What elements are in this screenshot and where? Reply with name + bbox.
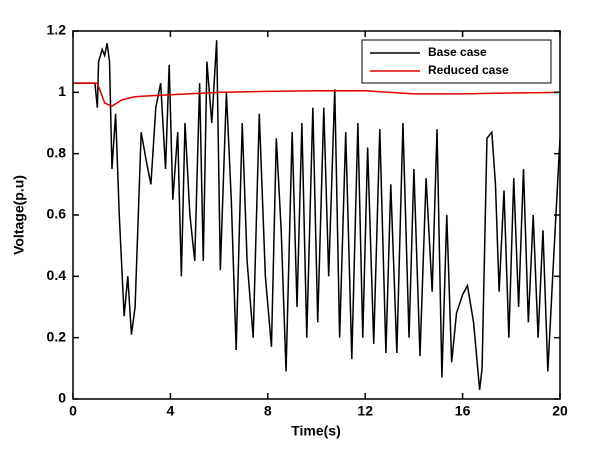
y-tick-label: 0.6 bbox=[47, 206, 67, 222]
x-tick-label: 16 bbox=[455, 403, 471, 419]
series-line bbox=[73, 82, 560, 107]
legend-label: Reduced case bbox=[428, 63, 509, 77]
y-tick-label: 0.4 bbox=[47, 267, 67, 283]
y-axis-label: Voltage(p.u) bbox=[11, 175, 27, 255]
x-tick-label: 4 bbox=[167, 403, 175, 419]
y-tick-label: 1.2 bbox=[47, 22, 67, 38]
plot-frame bbox=[72, 30, 561, 400]
y-tick-label: 0.2 bbox=[47, 328, 67, 344]
x-tick-label: 8 bbox=[264, 403, 272, 419]
legend-label: Base case bbox=[428, 45, 487, 59]
legend-box bbox=[361, 39, 552, 84]
y-tick-label: 1 bbox=[58, 83, 66, 99]
y-tick-label: 0 bbox=[58, 390, 66, 406]
x-tick-label: 12 bbox=[357, 403, 373, 419]
x-tick-label: 20 bbox=[552, 403, 568, 419]
x-tick-label: 0 bbox=[69, 403, 77, 419]
x-axis-label: Time(s) bbox=[291, 423, 341, 439]
y-tick-label: 0.8 bbox=[47, 144, 67, 160]
series-line bbox=[73, 40, 560, 390]
